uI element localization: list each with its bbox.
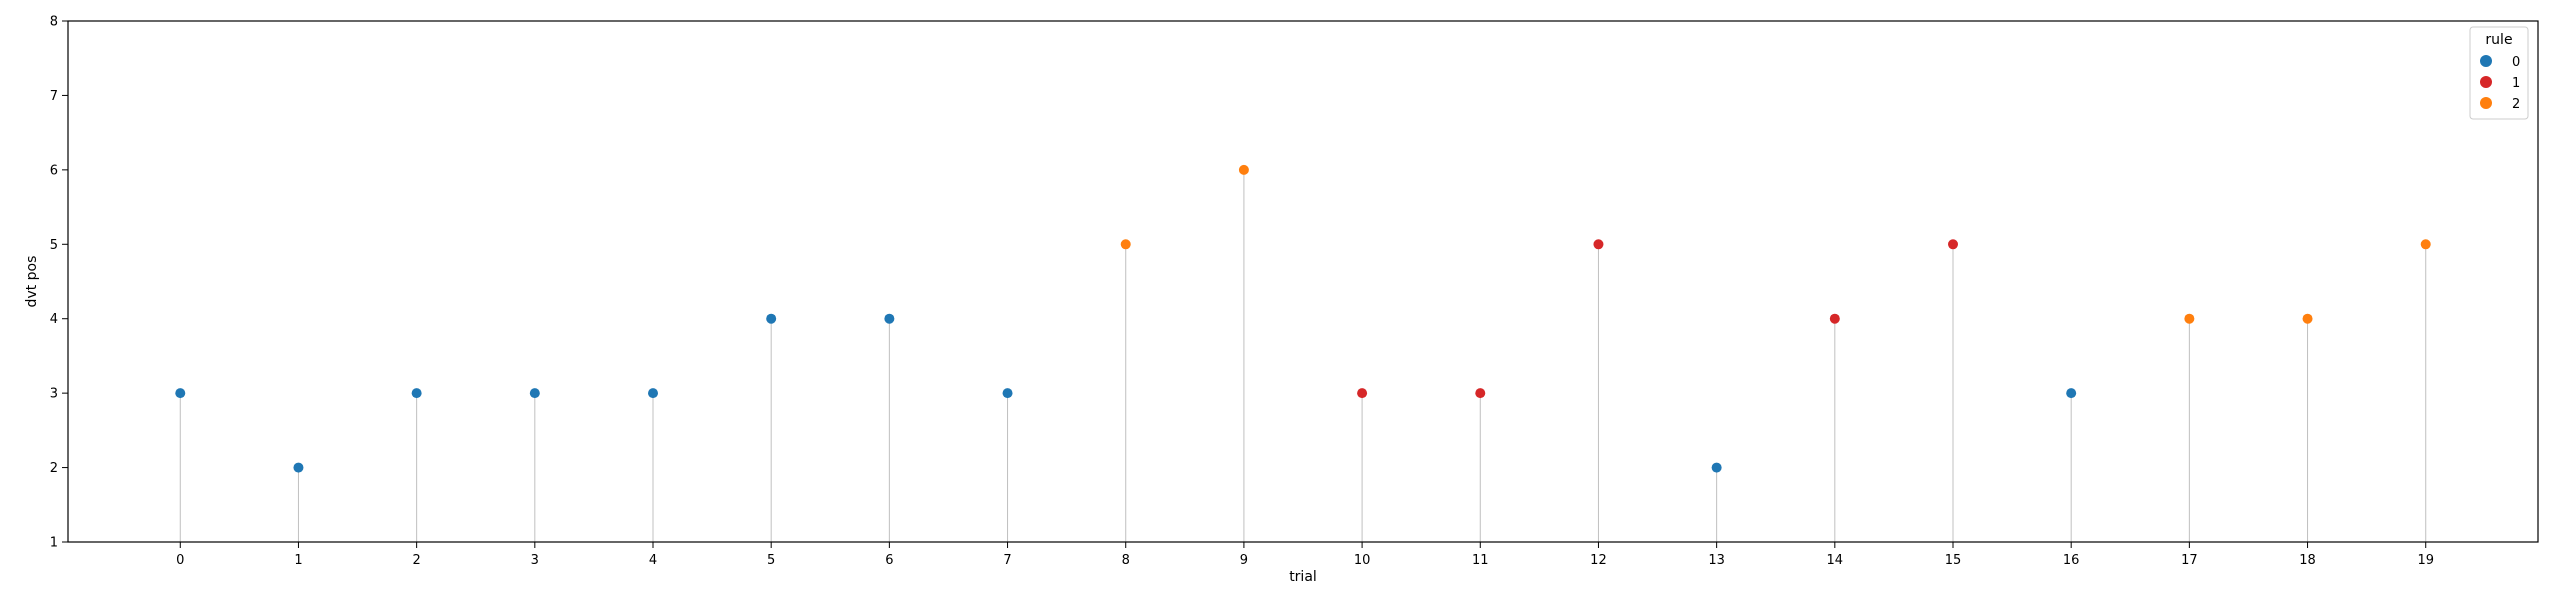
legend-entries: 0 1 2: [2480, 55, 2520, 112]
data-point: [411, 388, 422, 399]
x-tick-label: 14: [1827, 553, 1844, 568]
x-tick-label: 5: [767, 553, 775, 568]
stems-layer: [179, 169, 2427, 542]
legend-marker: [2480, 55, 2492, 67]
data-point: [2066, 388, 2077, 399]
y-tick-label: 5: [50, 238, 58, 253]
legend-label: 2: [2512, 97, 2520, 112]
x-tick-label: 15: [1945, 553, 1962, 568]
points-layer: [175, 164, 2431, 473]
y-tick-label: 4: [50, 312, 58, 327]
x-tick-label: 18: [2299, 553, 2316, 568]
x-axis-label: trial: [1289, 569, 1317, 585]
data-point: [529, 388, 540, 399]
data-point: [1475, 388, 1486, 399]
plot-frame: [67, 20, 2539, 543]
data-point: [648, 388, 658, 399]
data-point: [1948, 239, 1958, 250]
x-tick-label: 16: [2063, 553, 2080, 568]
legend-title: rule: [2485, 32, 2512, 48]
x-tick-label: 11: [1472, 553, 1489, 568]
data-point: [1357, 388, 1368, 399]
x-axis: 0 1 2 3 4 5 6 7 8 9 10 11 12 13 14 15 16 17 18 19: [176, 542, 2434, 568]
x-tick-label: 19: [2417, 553, 2434, 568]
data-point: [1120, 239, 1131, 250]
y-tick-label: 8: [50, 15, 58, 30]
y-tick-label: 2: [50, 461, 58, 476]
x-tick-label: 10: [1354, 553, 1371, 568]
x-tick-label: 3: [531, 553, 539, 568]
data-point: [293, 462, 304, 473]
legend-label: 0: [2512, 55, 2520, 70]
legend-box: [2469, 26, 2529, 120]
legend-marker: [2480, 97, 2492, 109]
y-tick-label: 7: [50, 89, 58, 104]
y-axis-label: dvt pos: [24, 256, 40, 308]
data-point: [175, 388, 186, 399]
y-tick-label: 6: [50, 163, 58, 178]
x-tick-label: 12: [1590, 553, 1607, 568]
x-tick-label: 13: [1708, 553, 1725, 568]
x-tick-label: 9: [1240, 553, 1248, 568]
x-tick-label: 0: [176, 553, 184, 568]
data-point: [2302, 313, 2313, 324]
y-tick-label: 1: [50, 536, 58, 551]
legend-marker: [2480, 76, 2492, 88]
x-tick-label: 6: [885, 553, 893, 568]
x-tick-label: 4: [649, 553, 657, 568]
data-point: [766, 313, 777, 324]
legend-label: 1: [2512, 76, 2520, 91]
data-point: [884, 313, 895, 324]
x-tick-label: 7: [1003, 553, 1011, 568]
data-point: [2420, 239, 2431, 250]
x-tick-label: 8: [1122, 553, 1130, 568]
x-tick-label: 1: [294, 553, 302, 568]
y-tick-label: 3: [50, 387, 58, 402]
data-point: [2184, 313, 2195, 324]
data-point: [1238, 164, 1249, 175]
legend: rule 0 1 2: [2469, 26, 2529, 120]
x-tick-label: 17: [2181, 553, 2198, 568]
data-point: [1829, 313, 1840, 324]
y-axis: 1 2 3 4 5 6 7 8: [50, 15, 68, 551]
data-point: [1593, 239, 1604, 250]
data-point: [1711, 462, 1722, 473]
x-tick-label: 2: [412, 553, 420, 568]
data-point: [1002, 388, 1013, 399]
